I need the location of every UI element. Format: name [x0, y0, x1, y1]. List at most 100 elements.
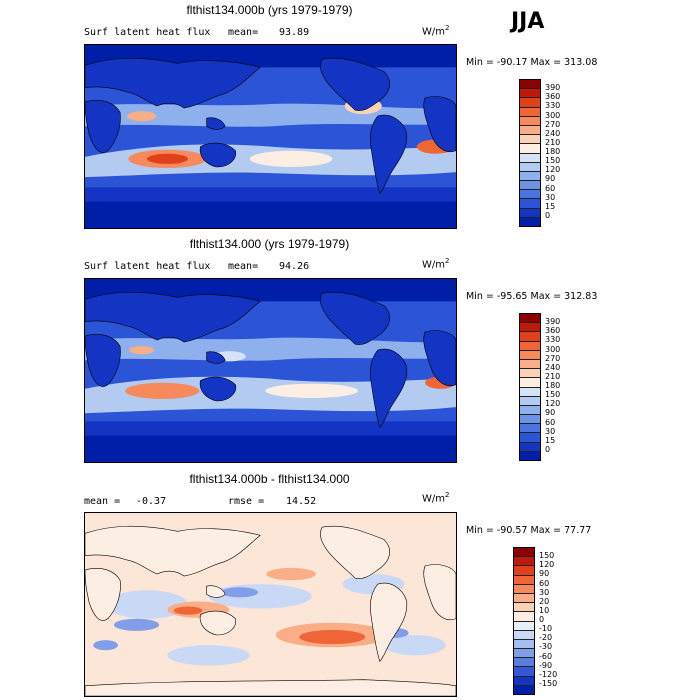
panel-1-indian-ocean-core [146, 153, 189, 164]
colorbar-tick-label: 360 [545, 326, 561, 336]
colorbar-tick-label: 90 [545, 408, 556, 418]
colorbar-tick-label: 270 [545, 353, 561, 363]
colorbar-tick-label: 330 [545, 101, 561, 111]
panel-3-map-svg [85, 513, 456, 696]
colorbar-segment [520, 323, 540, 333]
colorbar-segment [514, 649, 534, 659]
panel-3-map [84, 512, 457, 697]
colorbar-tick-label: 20 [539, 596, 550, 606]
colorbar-tick-label: 390 [545, 83, 561, 93]
colorbar-tick-label: 330 [545, 335, 561, 345]
panel-2-arctic-band [85, 279, 456, 302]
colorbar-segment [520, 125, 540, 136]
colorbar-tick-label: 240 [545, 128, 561, 138]
colorbar-tick-label: 30 [545, 426, 556, 436]
colorbar-segment [514, 557, 534, 567]
colorbar-tick-label: -120 [539, 669, 558, 679]
colorbar-tick-label: 0 [545, 210, 551, 220]
colorbar-tick-label: 30 [545, 192, 556, 202]
panel-3-minmax: Min = -90.57 Max = 77.77 [466, 525, 592, 536]
panel-1-mean-label: mean= [228, 27, 259, 38]
panel-1-title: flthist134.000b (yrs 1979-1979) [186, 3, 353, 17]
panel-3-mean-value: -0.37 [136, 496, 167, 507]
panel-1-units-text: W/m [422, 26, 445, 38]
panel-2-units: W/m2 [422, 257, 449, 270]
colorbar-segment [520, 451, 540, 460]
panel-3-title: flthist134.000b - flthist134.000 [189, 472, 350, 486]
panel-1-arabian-sea [127, 111, 157, 122]
colorbar-tick-label: 120 [545, 165, 561, 175]
colorbar-tick-label: -30 [539, 642, 553, 652]
panel-1-continents [85, 57, 456, 195]
colorbar-segment [520, 359, 540, 370]
panel-3-positive-patches-strong [173, 606, 366, 645]
colorbar-segment [520, 162, 540, 172]
panel-1-arctic-band [85, 45, 456, 68]
colorbar-segment [520, 396, 540, 406]
panel-3-rmse-value: 14.52 [286, 496, 317, 507]
panel-2-pacific-south-patch [265, 383, 359, 398]
colorbar-tick-label: 0 [545, 444, 551, 454]
colorbar-tick-label: -150 [539, 678, 558, 688]
colorbar-segment [514, 685, 534, 694]
colorbar-segment [514, 667, 534, 677]
colorbar-tick-label: 15 [545, 435, 556, 445]
panel-2-map [84, 278, 457, 463]
colorbar-tick-label: 390 [545, 317, 561, 327]
panel-1-map [84, 44, 457, 229]
panel-1-units-exponent: 2 [445, 24, 450, 32]
colorbar-segment [514, 639, 534, 650]
panel-3-mean-label: mean = [84, 496, 121, 507]
colorbar-segment [520, 433, 540, 443]
panel-1-minmax: Min = -90.17 Max = 313.08 [466, 57, 598, 68]
panel-1-south-band [85, 187, 456, 202]
colorbar-tick-label: 270 [545, 119, 561, 129]
panel-2-arabian-sea [129, 346, 155, 355]
colorbar-tick-label: 210 [545, 371, 561, 381]
colorbar-segment [520, 378, 540, 388]
colorbar-segment [520, 171, 540, 182]
colorbar-segment [520, 107, 540, 117]
panel-2-map-svg [85, 279, 456, 462]
colorbar-tick-label: 10 [539, 605, 550, 615]
colorbar-tick-label: 210 [545, 137, 561, 147]
colorbar-tick-label: -60 [539, 651, 553, 661]
colorbar-segment [520, 415, 540, 425]
panel-1-colorbar [519, 79, 541, 227]
panel-2-south-band [85, 421, 456, 436]
panel-2-colorbar [519, 313, 541, 461]
colorbar-segment [520, 442, 540, 452]
colorbar-tick-label: 180 [545, 381, 561, 390]
colorbar-segment [520, 116, 540, 126]
colorbar-segment [520, 341, 540, 351]
panel-1-antarctic-band [85, 199, 456, 228]
colorbar-tick-label: 30 [539, 587, 550, 597]
colorbar-segment [520, 135, 540, 145]
colorbar-segment [514, 676, 534, 686]
panel-2-indian-ocean-high [125, 382, 200, 399]
panel-2-continents [85, 291, 456, 429]
panel-2-mean-label: mean= [228, 261, 259, 272]
colorbar-tick-label: 360 [545, 92, 561, 102]
colorbar-segment [514, 548, 534, 558]
panel-1-variable: Surf latent heat flux [84, 27, 211, 38]
colorbar-tick-label: 300 [545, 110, 561, 120]
panel-1-pacific-south-patch [249, 150, 333, 167]
colorbar-segment [520, 350, 540, 360]
colorbar-segment [520, 199, 540, 209]
colorbar-segment [514, 612, 534, 622]
colorbar-segment [520, 190, 540, 200]
colorbar-tick-label: -20 [539, 633, 553, 643]
panel-3-colorbar [513, 547, 535, 695]
colorbar-segment [520, 332, 540, 342]
colorbar-segment [520, 98, 540, 108]
panel-3-continents [85, 525, 456, 696]
panel-2-units-exponent: 2 [445, 257, 450, 265]
panel-3-units-exponent: 2 [445, 491, 450, 499]
colorbar-segment [514, 593, 534, 604]
colorbar-tick-label: 300 [545, 344, 561, 354]
colorbar-segment [520, 181, 540, 191]
colorbar-tick-label: 150 [545, 390, 561, 400]
panel-2-title: flthist134.000 (yrs 1979-1979) [189, 237, 350, 251]
panel-2-mean-value: 94.26 [279, 261, 310, 272]
